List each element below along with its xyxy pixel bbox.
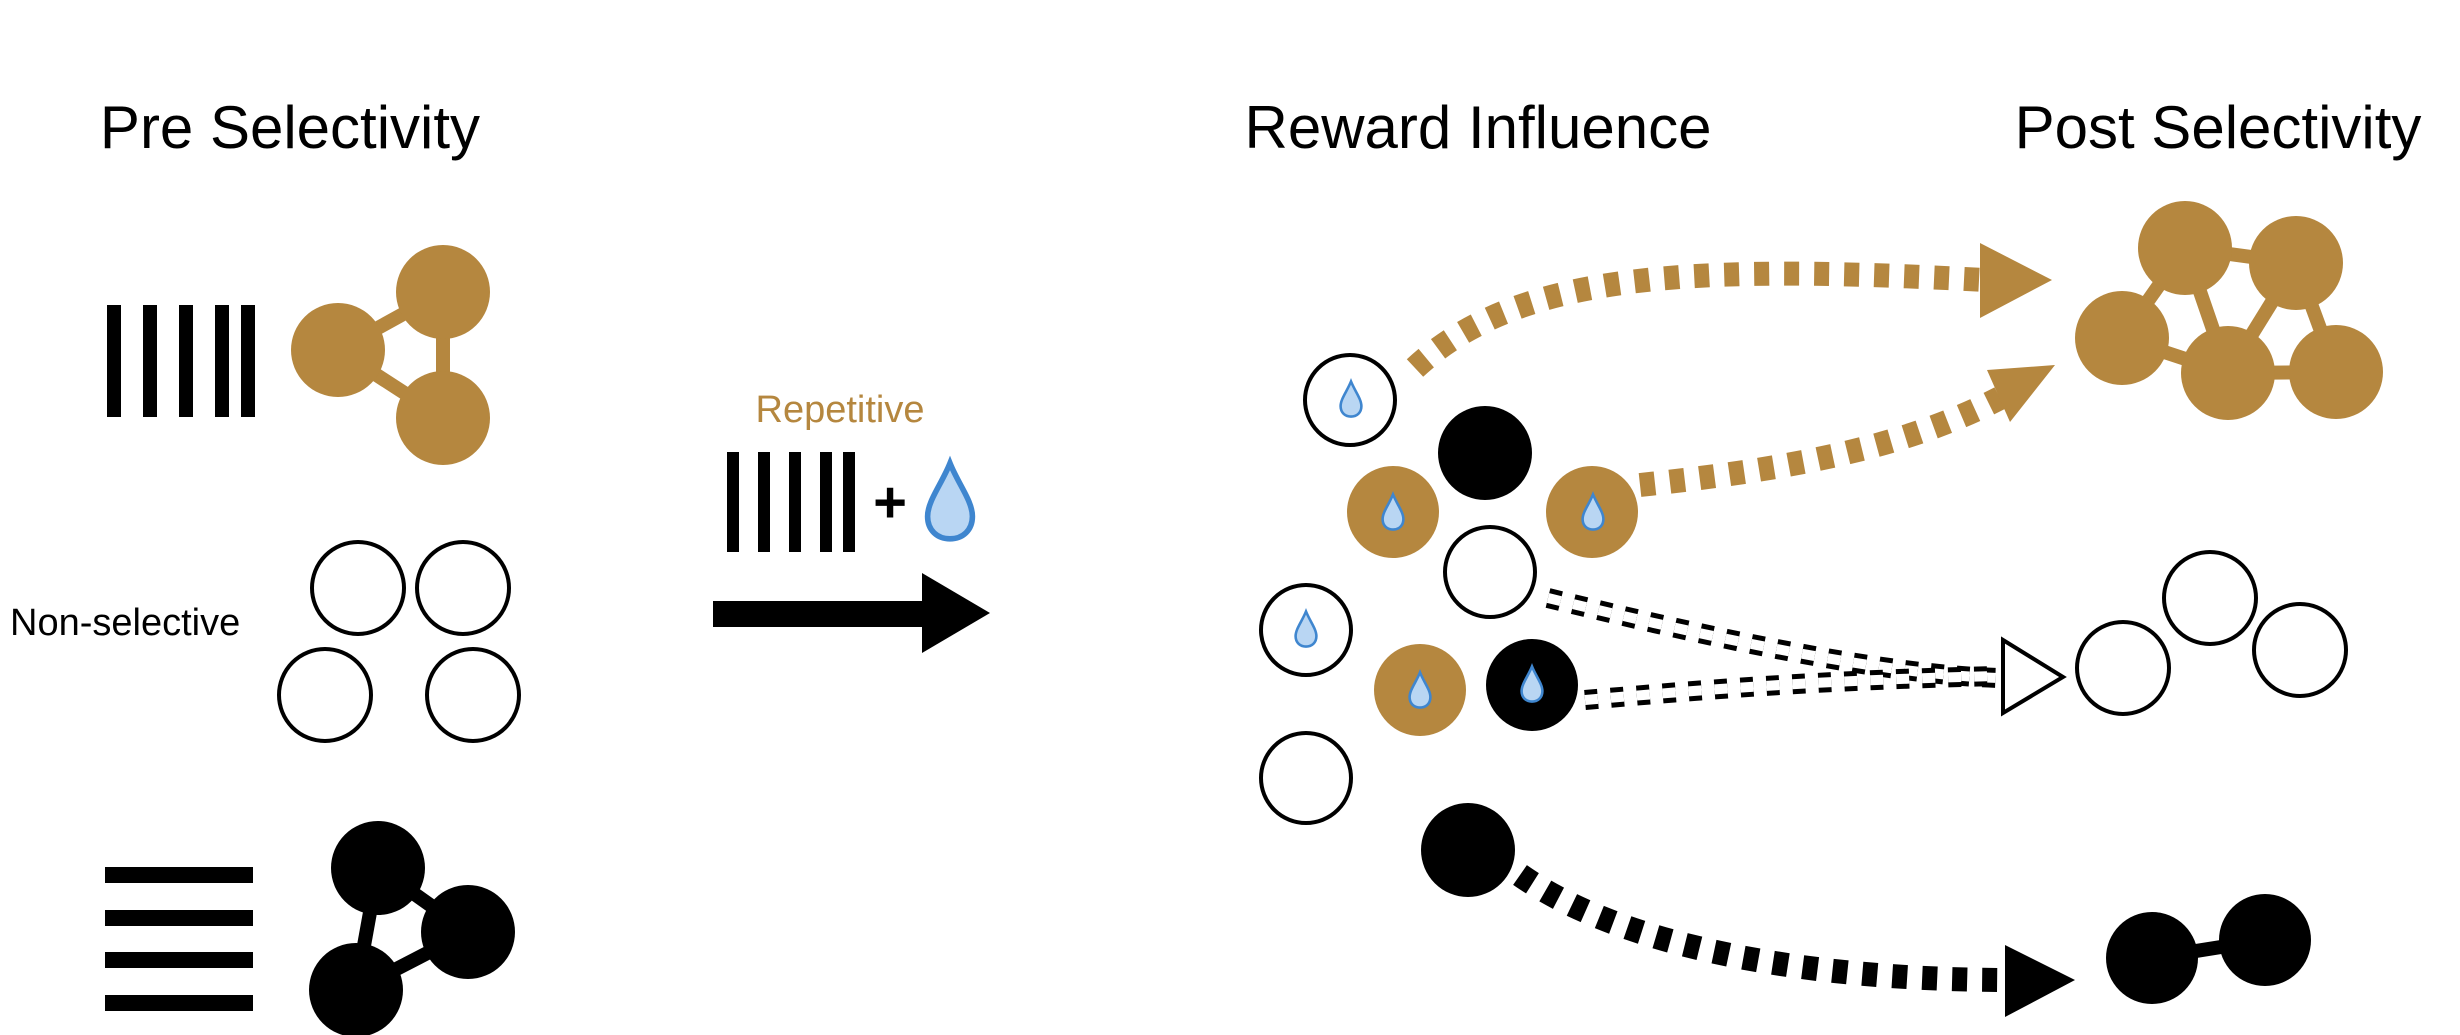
right-arrow-icon xyxy=(713,573,990,653)
black-selective-cluster xyxy=(309,821,515,1035)
non-selective-label: Non-selective xyxy=(10,602,240,644)
black-post-cluster xyxy=(2106,894,2311,1004)
non-selective-cluster xyxy=(277,540,521,743)
black-neuron xyxy=(1421,803,1515,897)
white-neuron xyxy=(1443,525,1537,619)
vertical-grating-icon xyxy=(105,305,255,417)
gold-neuron xyxy=(2075,291,2169,385)
dotted-arrow-black xyxy=(1513,865,2075,1017)
reward-neurons xyxy=(1259,353,1638,897)
black-neuron xyxy=(2106,912,2198,1004)
vertical-grating-icon xyxy=(725,452,855,552)
gold-neuron xyxy=(291,303,385,397)
gold-post-cluster xyxy=(2075,201,2383,420)
white-neuron xyxy=(2252,602,2348,698)
dotted-arrow-white-bottom xyxy=(1584,636,2067,717)
heading-pre-selectivity: Pre Selectivity xyxy=(100,94,480,161)
black-neuron xyxy=(2219,894,2311,986)
water-drop-icon xyxy=(928,463,973,539)
white-neuron xyxy=(425,647,521,743)
gold-neuron xyxy=(2181,326,2275,420)
white-neuron xyxy=(277,647,373,743)
repetitive-label: Repetitive xyxy=(756,389,925,431)
gold-neuron xyxy=(396,371,490,465)
gold-neuron xyxy=(2289,325,2383,419)
dotted-arrow-white-top xyxy=(1545,588,2001,688)
gold-neuron xyxy=(2249,216,2343,310)
heading-post-selectivity: Post Selectivity xyxy=(2015,94,2422,161)
white-neuron xyxy=(310,540,406,636)
white-neuron xyxy=(415,540,511,636)
white-neuron xyxy=(2075,620,2171,716)
dotted-arrow-gold-bottom xyxy=(1638,365,2055,497)
heading-reward-influence: Reward Influence xyxy=(1245,94,1712,161)
plus-sign: + xyxy=(873,470,907,535)
white-post-cluster xyxy=(2075,550,2348,716)
horizontal-grating-icon xyxy=(105,865,253,1015)
gold-neuron xyxy=(2138,201,2232,295)
black-neuron xyxy=(1438,406,1532,500)
gold-neuron xyxy=(396,245,490,339)
gold-selective-cluster xyxy=(291,245,490,465)
black-neuron xyxy=(331,821,425,915)
dotted-arrow-gold-top xyxy=(1406,243,2052,377)
black-neuron xyxy=(309,943,403,1035)
black-neuron xyxy=(421,885,515,979)
white-neuron xyxy=(1259,731,1353,825)
white-neuron xyxy=(2162,550,2258,646)
